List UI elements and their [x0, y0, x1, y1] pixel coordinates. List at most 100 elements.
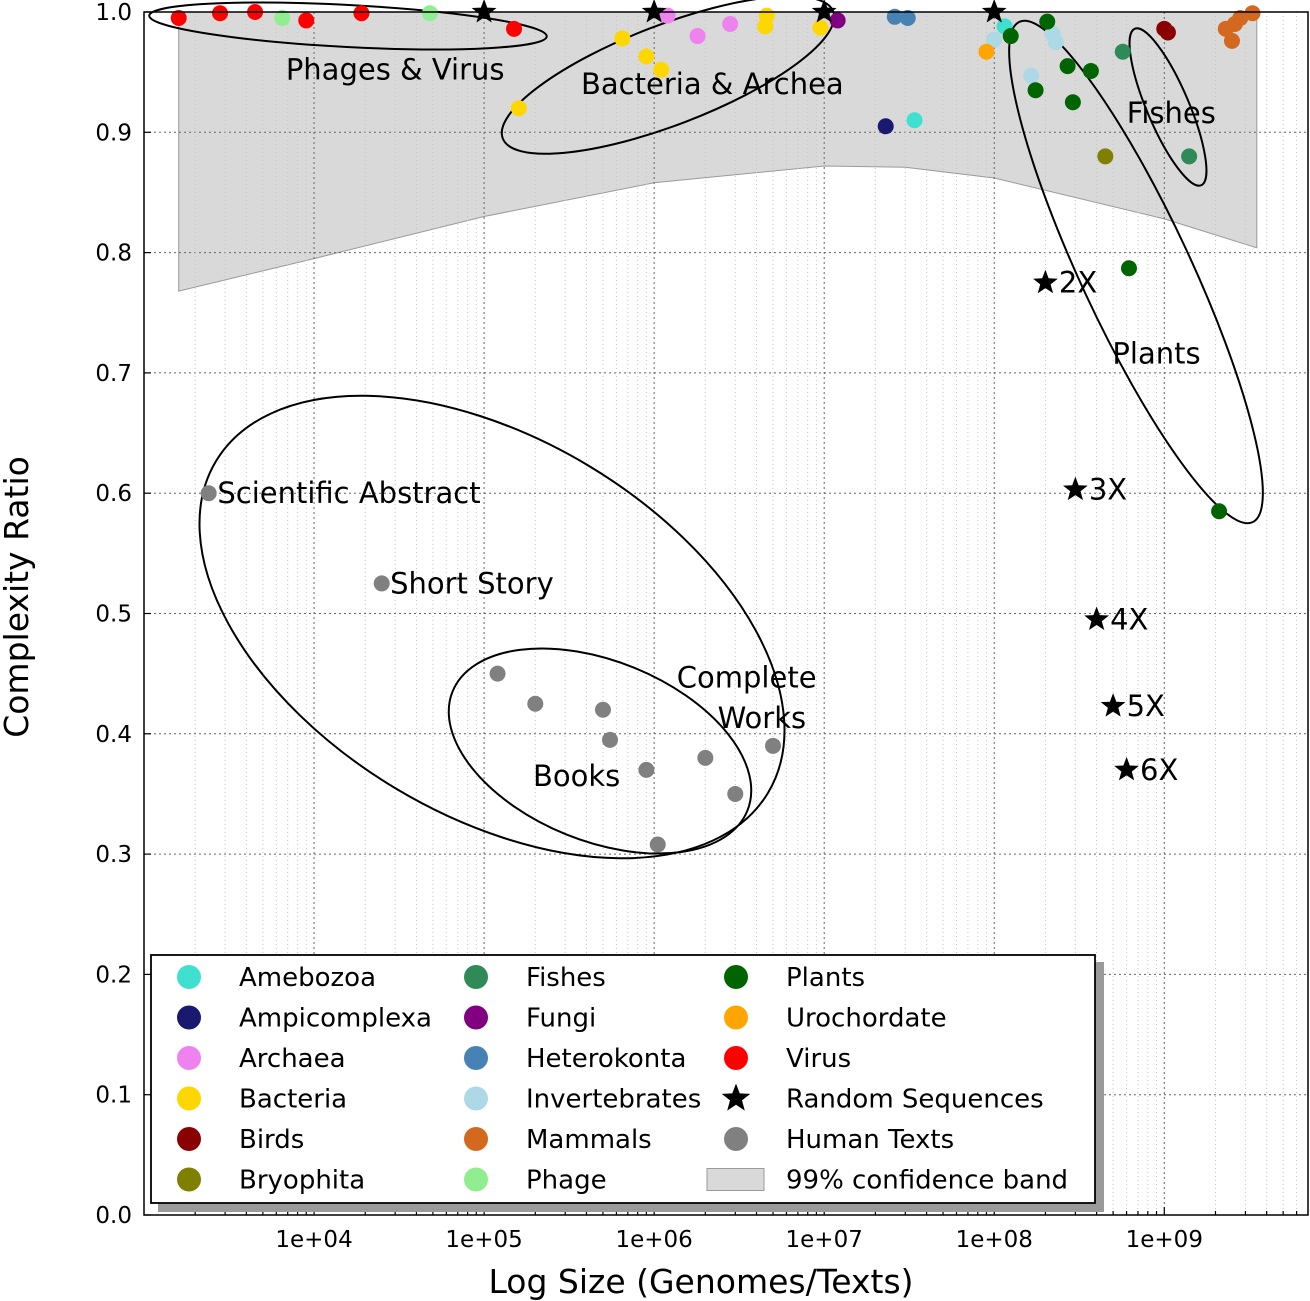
books-ellipse — [447, 647, 753, 855]
annotation-label: Scientific Abstract — [217, 476, 480, 510]
legend-label: Phage — [526, 1166, 607, 1196]
annotation-label: 4X — [1110, 603, 1148, 637]
annotation-label: Fishes — [1127, 96, 1216, 130]
virus-point — [212, 5, 229, 22]
plants-point — [1082, 62, 1099, 79]
fishes-point — [1181, 148, 1198, 165]
bacteria-point — [812, 19, 829, 36]
y-tick-label: 1.0 — [95, 0, 132, 26]
bacteria-point — [638, 48, 655, 65]
data-points — [170, 0, 1261, 853]
amebozoa-point — [906, 112, 923, 129]
human-texts-ellipse — [198, 394, 786, 860]
bacteria-point — [614, 30, 631, 47]
fishes-point — [1114, 43, 1131, 60]
human-texts-point — [373, 575, 390, 592]
legend-label: Plants — [786, 963, 865, 993]
plants-ellipse — [1008, 19, 1264, 525]
annotation-label: 6X — [1140, 753, 1178, 787]
legend-label: Archaea — [239, 1044, 346, 1074]
legend-label: Urochordate — [786, 1004, 947, 1034]
y-tick-label: 0.1 — [95, 1083, 132, 1109]
x-tick-label: 1e+08 — [956, 1227, 1033, 1253]
virus-point — [298, 12, 315, 29]
legend-label: 99% confidence band — [786, 1166, 1068, 1196]
legend-label: Fishes — [526, 963, 606, 993]
legend-label: Virus — [786, 1044, 851, 1074]
annotation-label: Books — [533, 759, 620, 793]
legend-phage-marker — [464, 1167, 488, 1192]
virus-point — [170, 10, 187, 27]
legend-fishes-marker — [464, 965, 488, 989]
archaea-point — [689, 28, 706, 45]
annotation-label: Complete — [677, 660, 817, 694]
legend-human-texts-marker — [724, 1127, 748, 1151]
legend-amebozoa-marker — [177, 965, 201, 989]
legend-plants-marker — [724, 965, 748, 989]
legend-label: Bacteria — [239, 1085, 347, 1115]
y-tick-label: 0.5 — [95, 602, 132, 628]
human-texts-point — [200, 485, 217, 502]
annotation-label: Bacteria & Archea — [581, 67, 844, 101]
human-texts-point — [489, 665, 506, 682]
y-tick-label: 0.6 — [95, 481, 132, 507]
mammals-point — [1223, 32, 1240, 49]
plants-point — [1211, 503, 1228, 520]
axes: 0.0 0.1 0.2 0.3 0.4 0.5 0.6 0.7 0.8 0.9 1.0 1e+04 1e… — [95, 0, 1309, 1253]
bacteria-point — [653, 61, 670, 78]
y-tick-label: 0.4 — [95, 722, 132, 748]
plants-point — [1002, 28, 1019, 45]
legend-label: Mammals — [526, 1125, 652, 1155]
legend-urochordate-marker — [724, 1005, 748, 1030]
x-tick-label: 1e+09 — [1126, 1227, 1203, 1253]
legend-bacteria-marker — [177, 1086, 201, 1111]
legend-bryophita-marker — [177, 1167, 201, 1192]
legend-band-swatch — [706, 1168, 765, 1191]
random-sequences-star-point — [1114, 756, 1139, 781]
human-texts-point — [527, 695, 544, 712]
y-tick-label: 0.7 — [95, 361, 132, 387]
bryophita-point — [1097, 148, 1114, 165]
legend-fungi-marker — [464, 1005, 488, 1030]
legend-label: Heterokonta — [526, 1044, 686, 1074]
bacteria-point — [758, 7, 775, 24]
random-sequences-star-point — [1100, 693, 1126, 717]
human-texts-point — [601, 731, 618, 748]
random-sequences-star-point — [1084, 606, 1109, 630]
human-texts-point — [697, 749, 714, 766]
legend-label: Amebozoa — [239, 963, 376, 993]
ampicomplexa-point — [877, 118, 894, 135]
plants-point — [1027, 82, 1044, 99]
legend-label: Random Sequences — [786, 1085, 1044, 1115]
legend-label: Birds — [239, 1125, 304, 1155]
human-texts-point — [594, 701, 611, 718]
legend-invertebrates-marker — [464, 1086, 488, 1111]
random-sequences-star-point — [1033, 269, 1058, 294]
annotation-label: 5X — [1127, 689, 1165, 723]
legend-archaea-marker — [177, 1046, 201, 1070]
bacteria-point — [510, 100, 527, 117]
invertebrates-point — [1023, 67, 1040, 84]
phage-point — [421, 5, 438, 22]
invertebrates-point — [1047, 34, 1064, 51]
y-tick-label: 0.9 — [95, 120, 132, 146]
invertebrates-point — [986, 31, 1003, 48]
legend-label: Human Texts — [786, 1125, 954, 1155]
legend-label: Bryophita — [239, 1166, 365, 1196]
archaea-point — [722, 16, 739, 33]
cluster-ellipses — [148, 0, 1264, 860]
legend-heterokonta-marker — [464, 1046, 488, 1070]
birds-point — [1159, 24, 1176, 41]
plants-point — [1120, 260, 1137, 277]
urochordate-point — [978, 43, 995, 60]
fungi-point — [829, 12, 846, 29]
virus-point — [506, 20, 523, 37]
annotation-label: 3X — [1089, 473, 1127, 507]
legend-birds-marker — [177, 1127, 201, 1151]
legend-ampicomplexa-marker — [177, 1005, 201, 1030]
mammals-point — [1232, 10, 1249, 27]
legend-virus-marker — [724, 1046, 748, 1070]
legend-label: Ampicomplexa — [239, 1004, 432, 1034]
random-sequences-star-point — [1063, 476, 1088, 501]
